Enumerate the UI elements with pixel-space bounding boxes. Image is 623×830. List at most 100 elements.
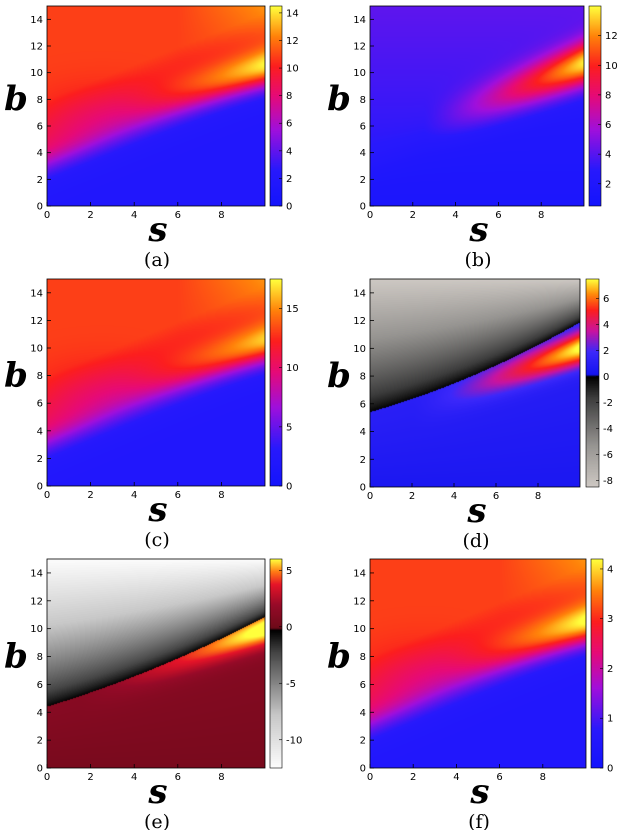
panel-caption: (c): [144, 529, 169, 551]
x-tick-label: 2: [87, 772, 93, 783]
x-tick-label: 4: [131, 772, 137, 783]
x-tick-label: 8: [218, 772, 224, 783]
x-tick-label: 4: [452, 210, 458, 221]
colorbar-a: [270, 6, 282, 206]
panel-caption: (f): [468, 811, 490, 830]
y-tick-label: 8: [37, 371, 43, 382]
y-axis-label: b: [4, 79, 28, 119]
colorbar-c: [270, 279, 282, 486]
y-tick-label: 14: [353, 15, 366, 26]
x-tick-label: 6: [175, 490, 181, 501]
x-tick-label: 8: [218, 490, 224, 501]
colorbar-tick-label: 3: [607, 614, 613, 625]
y-tick-label: 0: [37, 482, 43, 493]
x-tick-label: 4: [453, 772, 459, 783]
y-tick-label: 10: [30, 68, 43, 79]
y-tick-label: 0: [37, 202, 43, 213]
x-tick-label: 0: [44, 772, 50, 783]
x-axis-label: s: [147, 490, 167, 530]
y-axis-label: b: [4, 637, 28, 677]
panel-c: 0 2 4 6 8 0 2 4 6 8 10 12 14 0 5 10 15 s b (c): [4, 278, 299, 551]
x-tick-label: 6: [175, 210, 181, 221]
panel-caption: (b): [465, 249, 492, 271]
colorbar-d: [586, 279, 599, 487]
colorbar-tick-label: 4: [286, 146, 292, 157]
y-tick-label: 4: [37, 708, 43, 719]
colorbar-tick-label: -2: [603, 398, 613, 409]
panel-caption: (a): [144, 249, 170, 271]
heatmap-f: [370, 559, 586, 768]
colorbar-tick-label: -5: [286, 679, 296, 690]
y-axis-label: b: [4, 356, 28, 396]
x-axis-label: s: [147, 772, 167, 812]
y-tick-label: 14: [30, 288, 43, 299]
x-tick-label: 4: [451, 491, 457, 502]
x-tick-label: 2: [409, 491, 415, 502]
y-tick-label: 2: [37, 175, 43, 186]
y-tick-label: 6: [37, 122, 43, 133]
colorbar-tick-label: 4: [607, 564, 613, 575]
heatmap-c: [47, 279, 265, 486]
plot-frame: [46, 278, 266, 487]
heatmap-d: [370, 279, 580, 487]
y-tick-label: 10: [353, 344, 366, 355]
y-tick-label: 14: [30, 568, 43, 579]
colorbar-frame: [269, 278, 283, 487]
y-tick-label: 12: [353, 596, 366, 607]
x-tick-label: 2: [87, 210, 93, 221]
colorbar-tick-label: 0: [286, 622, 292, 633]
heatmap-a: [47, 6, 265, 206]
colorbar-tick-label: 4: [603, 320, 609, 331]
y-tick-label: 12: [30, 42, 43, 53]
colorbar-tick-label: 15: [286, 304, 299, 315]
y-tick-label: 4: [360, 427, 366, 438]
y-tick-label: 12: [353, 42, 366, 53]
x-tick-label: 2: [87, 490, 93, 501]
panel-caption: (d): [463, 530, 490, 552]
y-tick-label: 8: [37, 95, 43, 106]
y-tick-label: 6: [360, 399, 366, 410]
colorbar-tick-label: 1: [607, 714, 613, 725]
colorbar-tick-label: 8: [286, 91, 292, 102]
y-tick-label: 2: [37, 454, 43, 465]
x-tick-label: 0: [44, 210, 50, 221]
panel-caption: (e): [144, 811, 170, 830]
colorbar-tick-label: 0: [286, 202, 292, 213]
x-tick-label: 0: [367, 772, 373, 783]
y-axis-label: b: [327, 79, 351, 119]
colorbar-tick-label: 2: [603, 346, 609, 357]
x-tick-label: 0: [367, 491, 373, 502]
y-tick-label: 8: [360, 652, 366, 663]
colorbar-tick-label: -8: [603, 476, 613, 487]
x-tick-label: 2: [410, 772, 416, 783]
y-tick-label: 0: [360, 202, 366, 213]
colorbar-b: [589, 6, 601, 206]
x-tick-label: 4: [131, 490, 137, 501]
y-tick-label: 10: [30, 624, 43, 635]
y-tick-label: 14: [353, 288, 366, 299]
x-tick-label: 8: [538, 210, 544, 221]
y-tick-label: 10: [353, 624, 366, 635]
x-tick-label: 0: [44, 490, 50, 501]
y-tick-label: 4: [37, 426, 43, 437]
x-tick-label: 4: [131, 210, 137, 221]
x-tick-label: 8: [540, 772, 546, 783]
colorbar-tick-label: -10: [286, 735, 302, 746]
y-tick-label: 6: [360, 122, 366, 133]
colorbar-tick-label: 6: [605, 120, 611, 131]
y-tick-label: 8: [360, 372, 366, 383]
y-tick-label: 0: [37, 764, 43, 775]
x-tick-label: 6: [495, 210, 501, 221]
colorbar-frame: [269, 558, 283, 769]
x-tick-label: 8: [535, 491, 541, 502]
colorbar-frame: [588, 5, 602, 207]
colorbar-tick-label: 6: [286, 119, 292, 130]
panel-a: 0 2 4 6 8 0 2 4 6 8 10 12 14 0 2 4 6 8 10 12 14 s b (a): [4, 5, 299, 271]
panel-b: 0 2 4 6 8 0 2 4 6 8 10 12 14 2 4 6 8 10 12 s b (b): [327, 5, 618, 271]
colorbar-frame: [269, 5, 283, 207]
colorbar-tick-label: 2: [607, 664, 613, 675]
colorbar-frame: [590, 558, 604, 769]
y-tick-label: 10: [30, 344, 43, 355]
y-tick-label: 14: [30, 15, 43, 26]
x-tick-label: 6: [496, 772, 502, 783]
